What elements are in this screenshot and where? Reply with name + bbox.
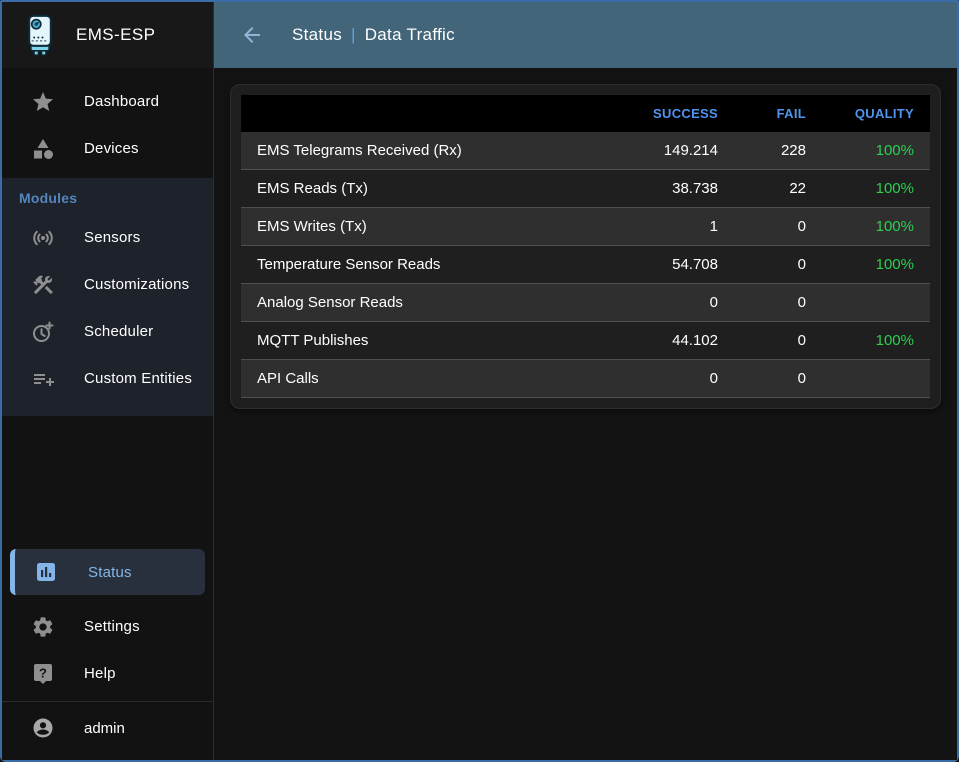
- sidebar-divider: [2, 701, 213, 702]
- row-label: EMS Telegrams Received (Rx): [257, 142, 462, 159]
- sidebar-item-label: Scheduler: [84, 323, 154, 340]
- sidebar-item-dashboard[interactable]: Dashboard: [2, 78, 213, 125]
- main-area: Status | Data Traffic SUCCESS FAIL QUALITY: [214, 2, 957, 760]
- table-row: MQTT Publishes 44.102 0 100%: [241, 321, 930, 360]
- boiler-icon: [18, 11, 62, 59]
- row-fail: 228: [780, 142, 806, 159]
- more-time-icon: [31, 320, 55, 344]
- content-area: SUCCESS FAIL QUALITY EMS Telegrams Recei…: [214, 68, 957, 425]
- column-header-fail: FAIL: [734, 95, 822, 132]
- sidebar-nav-main: Dashboard Devices: [2, 68, 213, 176]
- row-quality: 100%: [875, 256, 914, 273]
- row-success: 38.738: [672, 180, 718, 197]
- sidebar: EMS-ESP Dashboard Devices Modules: [2, 2, 214, 760]
- row-quality: 100%: [875, 332, 914, 349]
- row-quality: [822, 360, 930, 398]
- sidebar-item-status[interactable]: Status: [10, 549, 205, 595]
- analytics-icon: [34, 560, 58, 584]
- row-fail: 0: [797, 370, 806, 387]
- sidebar-item-scheduler[interactable]: Scheduler: [2, 308, 213, 355]
- row-fail: 0: [797, 256, 806, 273]
- row-fail: 0: [797, 294, 806, 311]
- sidebar-item-admin[interactable]: admin: [2, 702, 213, 754]
- title-separator: |: [351, 25, 356, 44]
- table-row: EMS Writes (Tx) 1 0 100%: [241, 207, 930, 246]
- table-header-row: SUCCESS FAIL QUALITY: [241, 95, 930, 132]
- row-quality: 100%: [875, 180, 914, 197]
- table-row: Analog Sensor Reads 0 0: [241, 283, 930, 322]
- column-header-success: SUCCESS: [609, 95, 734, 132]
- page-title: Status | Data Traffic: [292, 25, 455, 45]
- modules-section-header: Modules: [19, 190, 78, 206]
- row-quality: 100%: [875, 142, 914, 159]
- svg-text:?: ?: [39, 665, 47, 680]
- row-fail: 0: [797, 332, 806, 349]
- sidebar-item-devices[interactable]: Devices: [2, 125, 213, 172]
- playlist-add-icon: [31, 367, 55, 391]
- row-success: 149.214: [663, 142, 718, 159]
- arrow-back-icon[interactable]: [240, 23, 264, 47]
- row-success: 54.708: [672, 256, 718, 273]
- row-label: Temperature Sensor Reads: [257, 256, 441, 273]
- row-success: 0: [709, 370, 718, 387]
- sidebar-item-label: Help: [84, 665, 116, 682]
- data-traffic-table: SUCCESS FAIL QUALITY EMS Telegrams Recei…: [241, 95, 930, 398]
- column-header-label: [241, 95, 609, 132]
- table-row: EMS Reads (Tx) 38.738 22 100%: [241, 169, 930, 208]
- table-row: Temperature Sensor Reads 54.708 0 100%: [241, 245, 930, 284]
- user-label: admin: [84, 719, 125, 737]
- sidebar-item-label: Custom Entities: [84, 370, 193, 387]
- help-icon: ?: [31, 662, 55, 686]
- row-fail: 22: [789, 180, 806, 197]
- sidebar-item-sensors[interactable]: Sensors: [2, 214, 213, 261]
- sidebar-item-label: Dashboard: [84, 93, 160, 110]
- construction-icon: [31, 273, 55, 297]
- data-traffic-card: SUCCESS FAIL QUALITY EMS Telegrams Recei…: [230, 84, 941, 409]
- row-success: 44.102: [672, 332, 718, 349]
- app-title: EMS-ESP: [76, 25, 156, 44]
- gear-icon: [31, 615, 55, 639]
- sidebar-header: EMS-ESP: [2, 2, 213, 68]
- row-label: Analog Sensor Reads: [257, 294, 403, 311]
- sidebar-modules-section: Modules Sensors Customizati: [2, 178, 213, 416]
- sensors-icon: [31, 226, 55, 250]
- table-row: API Calls 0 0: [241, 359, 930, 398]
- column-header-quality: QUALITY: [822, 95, 930, 132]
- sidebar-item-label: Status: [88, 563, 132, 581]
- row-quality: 100%: [875, 218, 914, 235]
- sidebar-item-label: Devices: [84, 140, 139, 157]
- sidebar-item-custom-entities[interactable]: Custom Entities: [2, 355, 213, 402]
- row-label: EMS Reads (Tx): [257, 180, 368, 197]
- table-row: EMS Telegrams Received (Rx) 149.214 228 …: [241, 132, 930, 170]
- sidebar-spacer: [2, 416, 213, 549]
- sidebar-item-help[interactable]: ? Help: [2, 650, 213, 697]
- row-label: EMS Writes (Tx): [257, 218, 367, 235]
- row-label: MQTT Publishes: [257, 332, 369, 349]
- sidebar-item-label: Settings: [84, 618, 140, 635]
- category-icon: [31, 137, 55, 161]
- row-label: API Calls: [257, 370, 319, 387]
- row-success: 1: [709, 218, 718, 235]
- star-icon: [31, 90, 55, 114]
- row-fail: 0: [797, 218, 806, 235]
- appbar: Status | Data Traffic: [214, 2, 957, 68]
- page-title-section: Status: [292, 25, 342, 44]
- account-circle-icon: [31, 716, 55, 740]
- row-success: 0: [709, 294, 718, 311]
- sidebar-item-customizations[interactable]: Customizations: [2, 261, 213, 308]
- sidebar-item-label: Customizations: [84, 276, 190, 293]
- row-quality: [822, 284, 930, 322]
- page-title-page: Data Traffic: [364, 25, 455, 44]
- sidebar-nav-bottom: Status Settings ? Help: [2, 549, 213, 697]
- sidebar-item-settings[interactable]: Settings: [2, 603, 213, 650]
- sidebar-item-label: Sensors: [84, 229, 141, 246]
